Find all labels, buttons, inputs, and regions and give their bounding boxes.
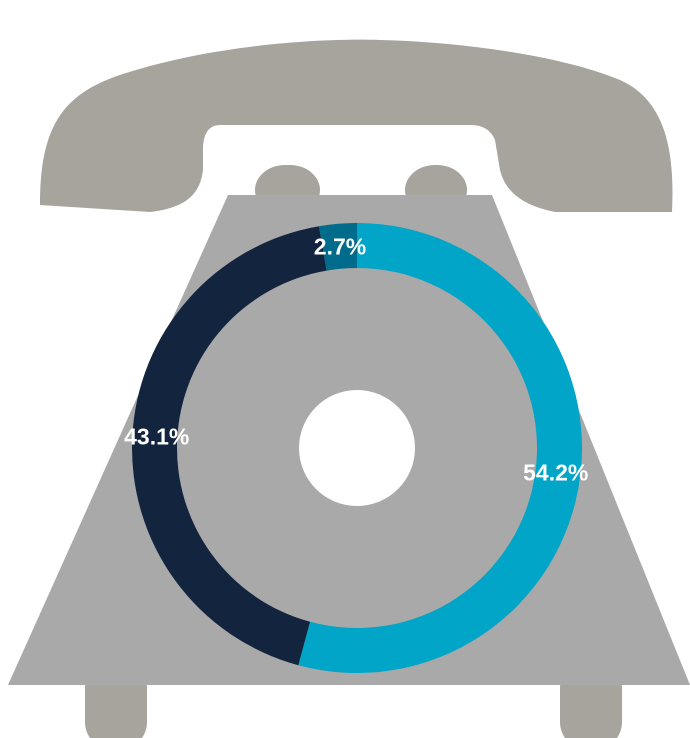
center-hole: [299, 390, 415, 506]
donut-segment: [319, 223, 357, 271]
data-label: 2.7%: [314, 233, 366, 259]
handset: [40, 39, 673, 212]
donut-segment: [298, 223, 582, 673]
donut: [132, 223, 582, 673]
donut-segment: [132, 226, 327, 666]
data-label: 43.1%: [124, 424, 189, 450]
data-label: 54.2%: [523, 459, 588, 485]
